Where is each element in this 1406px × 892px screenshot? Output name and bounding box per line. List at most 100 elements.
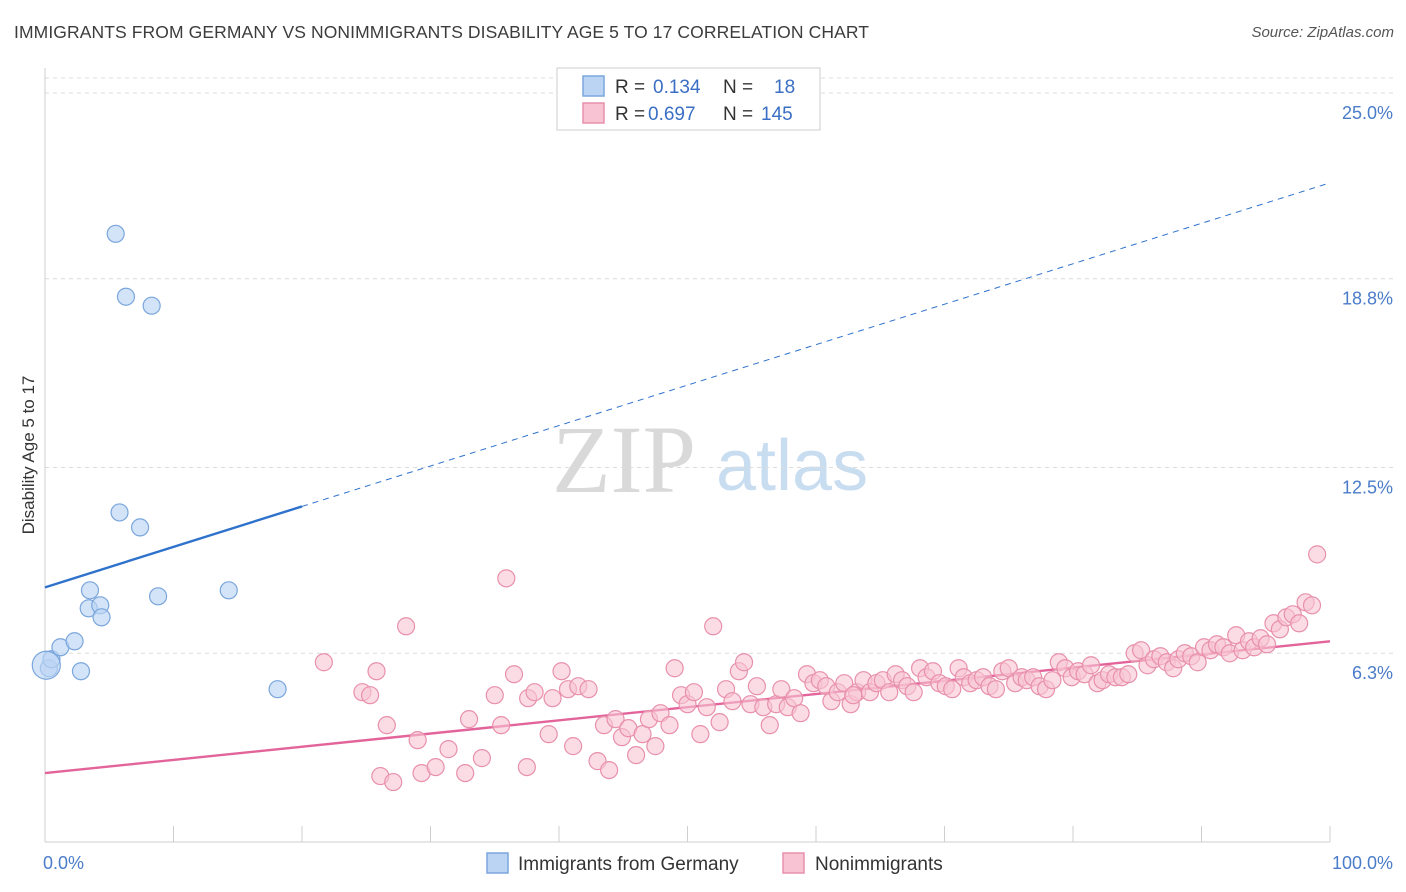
- data-point-nonimmigrants: [660, 716, 679, 735]
- x-tick-label: 100.0%: [1332, 853, 1393, 873]
- data-point-immigrants-germany: [268, 680, 287, 699]
- data-point-nonimmigrants: [904, 683, 923, 702]
- data-point-immigrants-germany: [106, 224, 125, 243]
- legend-n-label-blue: N =: [723, 77, 753, 98]
- x-tick-label: 0.0%: [43, 853, 84, 873]
- data-point-nonimmigrants: [426, 757, 445, 777]
- data-point-nonimmigrants: [646, 737, 665, 756]
- data-point-nonimmigrants: [1043, 671, 1062, 690]
- data-point-nonimmigrants: [734, 653, 754, 672]
- data-point-nonimmigrants: [772, 680, 791, 699]
- legend-r-label-blue: R =: [615, 77, 645, 98]
- data-point-nonimmigrants: [704, 617, 723, 636]
- data-point-nonimmigrants: [492, 716, 511, 735]
- data-point-nonimmigrants: [747, 677, 766, 696]
- data-point-nonimmigrants: [684, 683, 704, 702]
- watermark-atlas: atlas: [716, 426, 868, 506]
- bottom-legend-label-pink: Nonimmigrants: [815, 854, 943, 875]
- data-point-immigrants-germany: [219, 581, 238, 600]
- grid: [45, 77, 1393, 654]
- bottom-legend-swatch-pink: [782, 852, 805, 874]
- data-point-nonimmigrants: [600, 760, 619, 780]
- legend-r-value-blue: 0.134: [653, 77, 701, 98]
- legend-n-value-blue: 18: [774, 77, 795, 98]
- data-point-nonimmigrants: [723, 692, 742, 711]
- legend-r-value-pink: 0.697: [648, 104, 696, 125]
- data-point-nonimmigrants: [710, 713, 729, 732]
- axes: [44, 68, 1331, 843]
- data-point-immigrants-germany: [65, 632, 84, 651]
- data-point-immigrants-germany: [148, 587, 168, 606]
- data-point-nonimmigrants: [552, 662, 571, 681]
- source-credit: Source: ZipAtlas.com: [1251, 24, 1394, 41]
- data-point-nonimmigrants: [880, 683, 899, 702]
- data-point-nonimmigrants: [986, 680, 1006, 699]
- legend-n-value-pink: 145: [761, 104, 793, 125]
- data-point-nonimmigrants: [999, 659, 1018, 678]
- chart-title: IMMIGRANTS FROM GERMANY VS NONIMMIGRANTS…: [14, 22, 870, 42]
- immigrants-germany-points: [31, 224, 287, 699]
- data-point-immigrants-germany: [31, 650, 61, 680]
- blue-trendline-extension: [301, 182, 1331, 507]
- data-point-nonimmigrants: [785, 689, 804, 708]
- legend-n-label-pink: N =: [723, 104, 753, 125]
- data-point-immigrants-germany: [130, 518, 150, 537]
- data-point-nonimmigrants: [606, 710, 625, 729]
- data-point-nonimmigrants: [1290, 614, 1309, 633]
- y-tick-labels: 6.3% 12.5% 18.8% 25.0%: [1342, 103, 1393, 683]
- data-point-nonimmigrants: [665, 659, 684, 678]
- data-point-nonimmigrants: [439, 740, 458, 759]
- data-point-nonimmigrants: [504, 665, 524, 684]
- data-point-nonimmigrants: [564, 737, 583, 756]
- data-point-nonimmigrants: [367, 662, 386, 681]
- y-tick-label: 18.8%: [1342, 289, 1393, 309]
- bottom-legend-label-blue: Immigrants from Germany: [518, 854, 739, 875]
- data-point-nonimmigrants: [697, 698, 716, 717]
- data-point-nonimmigrants: [459, 710, 479, 729]
- data-point-nonimmigrants: [408, 731, 427, 750]
- legend: R = 0.134 N = 18 R = 0.697 N = 145: [556, 67, 821, 131]
- data-point-immigrants-germany: [110, 503, 129, 522]
- data-point-immigrants-germany: [71, 662, 91, 681]
- data-point-nonimmigrants: [472, 749, 491, 768]
- data-point-nonimmigrants: [543, 689, 562, 708]
- data-point-nonimmigrants: [1132, 641, 1151, 660]
- data-point-nonimmigrants: [396, 617, 416, 636]
- data-point-nonimmigrants: [760, 716, 779, 735]
- data-point-nonimmigrants: [626, 746, 646, 765]
- data-point-nonimmigrants: [1188, 653, 1207, 672]
- y-tick-label: 6.3%: [1352, 663, 1393, 683]
- legend-r-label-pink: R =: [615, 104, 645, 125]
- bottom-legend: Immigrants from Germany Nonimmigrants: [486, 852, 943, 875]
- bottom-legend-swatch-blue: [486, 852, 509, 874]
- watermark: ZIP atlas: [552, 406, 868, 513]
- data-point-nonimmigrants: [1308, 545, 1327, 564]
- data-point-nonimmigrants: [633, 725, 652, 744]
- blue-trendline: [44, 505, 303, 589]
- data-point-immigrants-germany: [142, 296, 161, 315]
- data-point-nonimmigrants: [791, 704, 810, 723]
- data-point-nonimmigrants: [1257, 635, 1277, 654]
- data-point-nonimmigrants: [314, 653, 333, 672]
- data-point-nonimmigrants: [517, 757, 536, 777]
- nonimmigrants-points: [314, 545, 1327, 792]
- data-point-nonimmigrants: [384, 772, 403, 792]
- data-point-nonimmigrants: [1081, 656, 1101, 675]
- data-point-nonimmigrants: [844, 686, 863, 705]
- y-axis-label: Disability Age 5 to 17: [19, 376, 38, 535]
- y-tick-label: 12.5%: [1342, 477, 1393, 497]
- data-point-nonimmigrants: [579, 680, 598, 699]
- data-point-immigrants-germany: [80, 581, 100, 600]
- legend-swatch-pink: [582, 102, 605, 124]
- data-point-nonimmigrants: [943, 680, 962, 699]
- data-point-nonimmigrants: [525, 683, 544, 702]
- data-point-nonimmigrants: [361, 686, 380, 705]
- data-point-nonimmigrants: [691, 725, 710, 744]
- x-tick-labels: 0.0% 100.0%: [43, 853, 1393, 873]
- data-point-immigrants-germany: [92, 608, 111, 627]
- data-point-nonimmigrants: [539, 725, 558, 744]
- y-tick-label: 25.0%: [1342, 103, 1393, 123]
- data-point-nonimmigrants: [456, 763, 475, 783]
- data-point-nonimmigrants: [377, 716, 396, 735]
